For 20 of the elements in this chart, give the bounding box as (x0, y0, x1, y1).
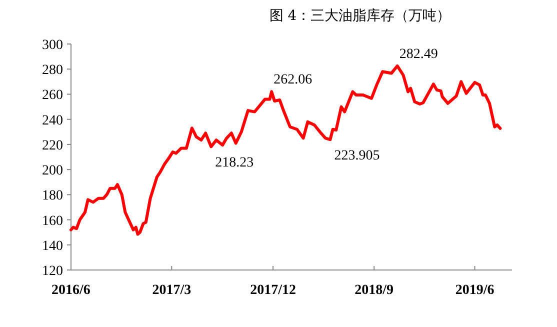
annotation: 282.49 (399, 46, 438, 62)
x-tick-label: 2019/6 (455, 283, 494, 298)
annotation: 223.905 (334, 148, 380, 164)
y-tick-label: 180 (42, 188, 63, 204)
y-tick-label: 200 (42, 164, 63, 179)
y-tick-label: 260 (42, 88, 63, 104)
x-tick-label: 2017/12 (250, 283, 296, 298)
y-tick-label: 240 (42, 113, 63, 128)
x-tick-label: 2018/9 (354, 283, 394, 298)
y-tick-label: 140 (42, 238, 63, 254)
annotation: 218.23 (215, 156, 254, 171)
x-tick-label: 2017/3 (152, 283, 192, 298)
annotation: 262.06 (274, 72, 312, 88)
y-tick-label: 120 (42, 264, 63, 279)
y-tick-label: 300 (42, 38, 63, 53)
y-tick-label: 220 (42, 138, 63, 154)
y-tick-label: 280 (42, 63, 63, 78)
title: 图 4：三大油脂库存（万吨） (269, 8, 451, 24)
x-tick-label: 2016/6 (52, 283, 90, 298)
y-tick-label: 160 (42, 214, 63, 229)
